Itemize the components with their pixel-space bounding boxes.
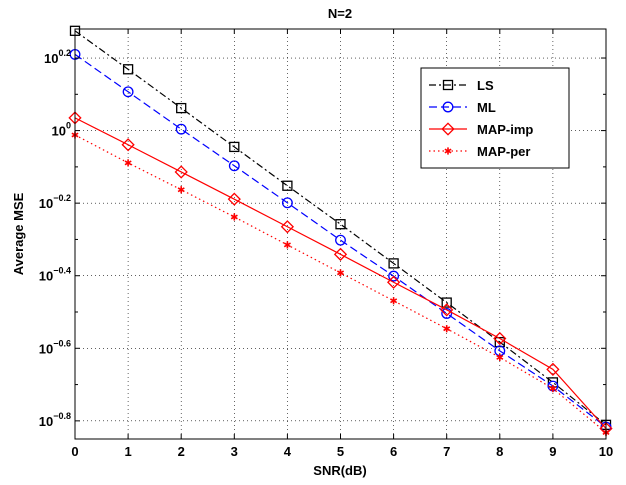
asterisk-stroke bbox=[549, 386, 557, 392]
data-point bbox=[227, 192, 241, 206]
series-line bbox=[74, 30, 607, 426]
data-point bbox=[335, 234, 346, 246]
x-tick-label: 8 bbox=[496, 444, 503, 459]
data-point bbox=[121, 138, 135, 152]
legend-item: MAP-imp bbox=[429, 122, 533, 137]
data-point bbox=[122, 86, 134, 98]
ticks: 0 1 2 3 4 5 6 7 8 9 10 10−0.8 10−0.6 10−0.4 10−0.2 100 1… bbox=[39, 29, 613, 459]
data-point bbox=[175, 123, 187, 135]
data-point bbox=[441, 308, 453, 319]
asterisk-stroke bbox=[390, 298, 398, 304]
data-point bbox=[388, 258, 399, 269]
asterisk-stroke bbox=[496, 354, 504, 360]
data-point bbox=[280, 220, 295, 234]
x-tick-label: 3 bbox=[231, 444, 238, 459]
legend-marker bbox=[442, 79, 454, 91]
legend-marker bbox=[442, 101, 454, 113]
legend-item: LS bbox=[429, 78, 494, 93]
x-tick-label: 2 bbox=[178, 444, 185, 459]
y-tick-label: 10−0.8 bbox=[39, 411, 71, 429]
series-MAP-imp bbox=[68, 111, 613, 436]
data-point bbox=[124, 159, 132, 167]
data-point bbox=[281, 197, 293, 209]
asterisk-stroke bbox=[443, 326, 451, 332]
x-tick-label: 0 bbox=[71, 444, 78, 459]
legend-item: ML bbox=[429, 100, 496, 115]
data-point bbox=[336, 269, 345, 277]
series-line bbox=[74, 53, 607, 428]
x-tick-label: 6 bbox=[390, 444, 397, 459]
data-point bbox=[174, 165, 188, 179]
data-point bbox=[335, 219, 346, 230]
data-point bbox=[496, 353, 504, 361]
asterisk-stroke bbox=[230, 214, 238, 220]
data-point bbox=[230, 213, 238, 221]
data-point bbox=[177, 186, 185, 194]
data-point bbox=[546, 362, 560, 376]
data-point bbox=[390, 297, 398, 305]
legend-marker bbox=[441, 122, 455, 136]
y-tick-label: 100.2 bbox=[44, 48, 71, 66]
data-point bbox=[176, 102, 187, 114]
legend-label: ML bbox=[477, 100, 496, 115]
asterisk-stroke bbox=[283, 242, 291, 248]
data-point bbox=[386, 275, 401, 289]
asterisk-stroke bbox=[336, 270, 345, 276]
x-tick-label: 7 bbox=[443, 444, 450, 459]
y-tick-label: 100 bbox=[52, 121, 71, 139]
data-point bbox=[283, 241, 291, 249]
data-point bbox=[388, 270, 400, 282]
x-tick-label: 5 bbox=[337, 444, 344, 459]
legend-label: MAP-imp bbox=[477, 122, 533, 137]
data-point bbox=[549, 384, 557, 393]
asterisk-stroke bbox=[177, 187, 185, 193]
x-tick-label: 4 bbox=[284, 444, 292, 459]
data-point bbox=[493, 331, 507, 346]
legend: LS ML MAP-imp MAP-per bbox=[420, 67, 570, 169]
x-tick-label: 1 bbox=[124, 444, 131, 459]
y-tick-label: 10−0.6 bbox=[39, 338, 71, 356]
y-tick-label: 10−0.4 bbox=[39, 266, 71, 284]
data-point bbox=[443, 325, 451, 333]
data-point bbox=[229, 141, 240, 153]
asterisk-stroke bbox=[444, 148, 452, 154]
legend-marker bbox=[444, 147, 452, 155]
series-line bbox=[74, 117, 607, 429]
legend-label: LS bbox=[477, 78, 494, 93]
x-axis-label: SNR(dB) bbox=[313, 463, 366, 478]
chart-title: N=2 bbox=[328, 6, 352, 21]
x-tick-label: 9 bbox=[549, 444, 556, 459]
data-point bbox=[122, 64, 134, 75]
data-point bbox=[228, 160, 240, 172]
asterisk-stroke bbox=[124, 160, 132, 166]
data-point bbox=[282, 180, 293, 191]
data-point bbox=[441, 297, 452, 308]
series-line bbox=[74, 134, 607, 433]
legend-label: MAP-per bbox=[477, 144, 530, 159]
y-axis-label: Average MSE bbox=[11, 192, 26, 275]
y-tick-label: 10−0.2 bbox=[39, 193, 71, 211]
legend-item: MAP-per bbox=[429, 144, 530, 159]
data-point bbox=[440, 303, 454, 317]
x-tick-label: 10 bbox=[599, 444, 613, 459]
data-point bbox=[333, 247, 348, 261]
